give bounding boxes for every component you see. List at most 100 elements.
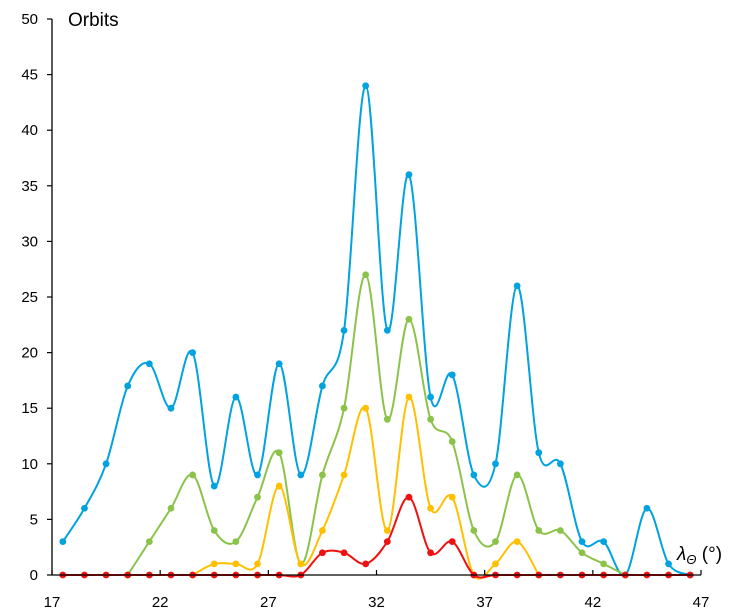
data-point xyxy=(102,460,110,468)
series-2 xyxy=(189,393,543,580)
series-line xyxy=(62,496,691,579)
x-tick-label: 22 xyxy=(152,594,169,611)
data-point xyxy=(600,560,608,568)
x-tick-label: 37 xyxy=(476,594,493,611)
data-point xyxy=(405,393,413,401)
data-point xyxy=(210,482,218,490)
series-3 xyxy=(59,493,694,579)
data-point xyxy=(275,482,283,490)
data-point xyxy=(448,371,456,379)
data-point xyxy=(362,560,370,568)
data-point xyxy=(59,538,67,546)
data-point xyxy=(210,527,218,534)
data-point xyxy=(513,282,521,290)
data-point xyxy=(297,560,305,568)
data-point xyxy=(556,460,564,468)
data-point xyxy=(124,382,132,390)
y-axis-title: Orbits xyxy=(68,10,119,31)
data-point xyxy=(362,271,370,279)
x-axis-title-subscript: Θ xyxy=(686,552,696,567)
data-point xyxy=(578,549,586,557)
y-tick-label: 25 xyxy=(21,289,38,306)
data-point xyxy=(448,438,456,445)
data-point xyxy=(427,393,434,401)
data-point xyxy=(254,560,261,568)
data-point xyxy=(427,504,434,512)
data-point xyxy=(145,360,153,368)
data-point xyxy=(167,404,175,412)
series-line xyxy=(61,84,691,577)
data-point xyxy=(405,315,413,323)
data-point xyxy=(492,560,499,568)
data-point xyxy=(275,449,283,457)
data-point xyxy=(405,171,413,179)
data-point xyxy=(81,504,88,512)
series-line xyxy=(126,273,626,576)
data-point xyxy=(643,504,651,512)
data-point xyxy=(383,538,391,546)
data-point xyxy=(319,549,326,557)
data-point xyxy=(535,449,543,457)
data-point xyxy=(383,527,391,534)
data-point xyxy=(210,560,218,568)
data-point xyxy=(145,538,153,546)
x-axis-title: λΘ (°) xyxy=(676,544,722,567)
x-axis-title-unit: (°) xyxy=(696,544,722,565)
y-tick-label: 0 xyxy=(30,567,38,584)
data-point xyxy=(535,527,543,534)
series-0 xyxy=(59,82,694,579)
y-tick-label: 35 xyxy=(21,178,38,195)
data-point xyxy=(319,471,326,479)
data-point xyxy=(470,527,478,534)
data-point xyxy=(448,538,456,546)
data-point xyxy=(492,538,499,546)
y-tick-label: 45 xyxy=(21,67,38,84)
data-point xyxy=(448,493,456,501)
x-tick-label: 47 xyxy=(693,594,710,611)
y-tick-label: 10 xyxy=(21,456,38,473)
data-point xyxy=(362,404,370,412)
data-point xyxy=(556,527,564,534)
data-point xyxy=(665,560,672,568)
series-1 xyxy=(124,271,629,579)
data-point xyxy=(340,326,348,334)
x-tick-label: 42 xyxy=(584,594,601,611)
data-point xyxy=(470,471,478,479)
data-point xyxy=(427,415,434,423)
data-point xyxy=(600,538,608,546)
series-layer xyxy=(59,82,694,580)
data-point xyxy=(319,527,326,534)
y-tick-label: 5 xyxy=(30,511,38,528)
y-tick-label: 30 xyxy=(21,233,38,250)
data-point xyxy=(297,471,305,479)
x-tick-label: 32 xyxy=(368,594,385,611)
y-tick-label: 40 xyxy=(21,122,38,139)
data-point xyxy=(232,560,240,568)
data-point xyxy=(189,471,197,479)
data-point xyxy=(340,404,348,412)
data-point xyxy=(319,382,326,390)
ticks-layer: 0 5 10 15 20 25 30 35 40 45 50 17 22 27 32 37 42 47 xyxy=(21,11,709,611)
data-point xyxy=(232,393,240,401)
data-point xyxy=(275,360,283,368)
y-tick-label: 50 xyxy=(21,11,38,28)
data-point xyxy=(578,538,586,546)
data-point xyxy=(362,82,370,90)
data-point xyxy=(254,493,261,501)
y-tick-label: 15 xyxy=(21,400,38,417)
data-point xyxy=(340,471,348,479)
x-tick-label: 17 xyxy=(44,594,61,611)
data-point xyxy=(189,349,197,356)
data-point xyxy=(254,471,261,479)
data-point xyxy=(383,326,391,334)
data-point xyxy=(427,549,434,557)
y-tick-label: 20 xyxy=(21,345,38,362)
data-point xyxy=(167,504,175,512)
data-point xyxy=(383,415,391,423)
data-point xyxy=(513,538,521,546)
data-point xyxy=(492,460,499,468)
x-tick-label: 27 xyxy=(260,594,277,611)
axes-layer xyxy=(51,19,701,576)
data-point xyxy=(340,549,348,557)
